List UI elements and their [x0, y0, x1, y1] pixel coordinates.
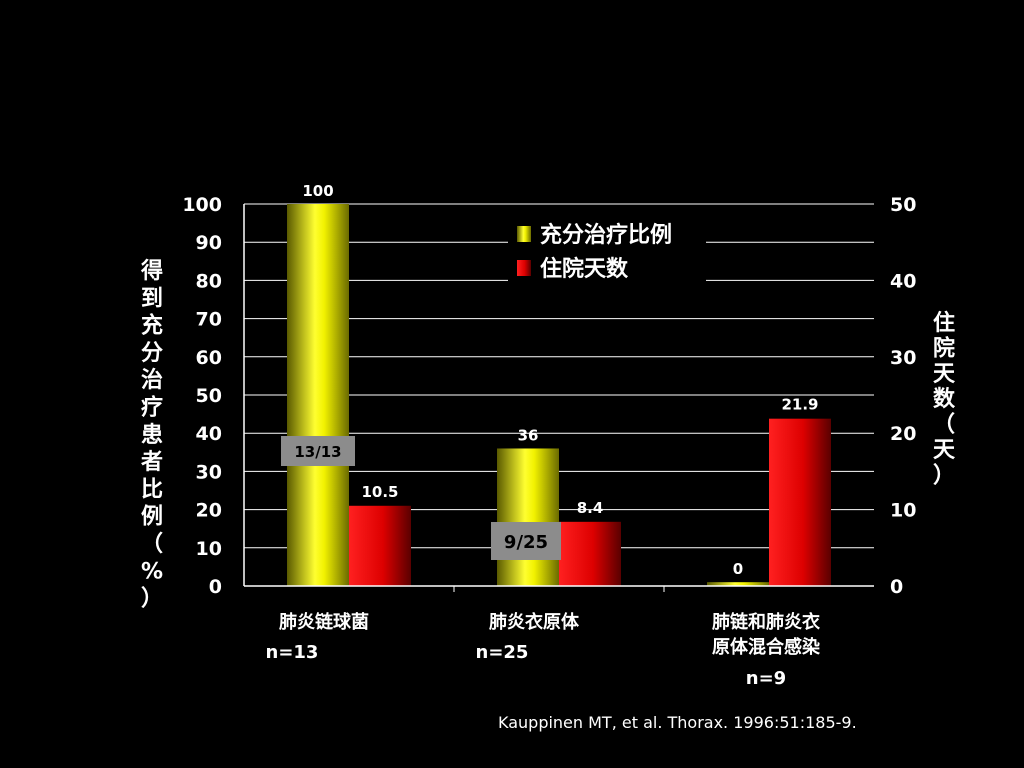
bar-hospital-days [769, 418, 831, 586]
y-right-tick-label: 10 [890, 500, 916, 522]
y-left-axis-title-char: ） [141, 587, 163, 612]
y-right-axis-title-char: 住 [933, 310, 955, 336]
legend-label: 住院天数 [540, 256, 629, 282]
y-left-tick-label: 10 [196, 538, 222, 560]
y-left-tick-label: 30 [196, 461, 222, 483]
y-right-tick-label: 20 [890, 423, 916, 445]
fraction-label: 13/13 [294, 443, 341, 461]
y-left-axis-title-char: % [141, 559, 163, 584]
y-left-tick-label: 60 [196, 347, 222, 369]
bar-adequate-treatment [497, 448, 559, 586]
y-left-axis-title-char: 患 [141, 422, 163, 448]
y-left-axis-title-char: （ [141, 532, 163, 557]
legend-label: 充分治疗比例 [540, 222, 672, 248]
y-left-tick-label: 0 [209, 576, 222, 598]
fraction-box [281, 436, 355, 466]
y-left-axis-title-char: 充 [141, 313, 163, 339]
data-label: 21.9 [781, 396, 818, 414]
y-right-axis-title-char: ） [933, 463, 955, 488]
y-left-axis-title-char: 分 [141, 341, 163, 366]
y-left-tick-label: 90 [196, 232, 222, 254]
y-left-axis-title-char: 治 [141, 367, 163, 393]
y-left-tick-label: 80 [196, 270, 222, 292]
legend-box [508, 217, 706, 283]
x-category-n-label: n=9 [746, 668, 786, 689]
y-left-tick-label: 20 [196, 500, 222, 522]
data-label: 8.4 [577, 499, 604, 517]
legend-swatch-adequate-treatment [517, 226, 531, 242]
y-right-tick-label: 30 [890, 347, 916, 369]
bar-adequate-treatment [287, 204, 349, 586]
y-left-tick-label: 100 [182, 194, 222, 216]
y-left-tick-label: 40 [196, 423, 222, 445]
y-right-axis-title-char: 天 [933, 438, 956, 463]
axes: 0 10 20 30 40 50 60 70 80 90 100 0 10 20 30 40 50 肺炎链球菌 n=… [140, 194, 956, 689]
data-label: 0 [733, 560, 743, 578]
data-labels: 100 10.5 13/13 36 8.4 9/25 0 21.9 [281, 182, 819, 578]
y-right-axis-title-char: 天 [933, 362, 956, 387]
y-left-axis-title-char: 到 [141, 286, 163, 311]
x-category-label: 肺炎衣原体 [489, 611, 580, 633]
x-category-label: 原体混合感染 [712, 636, 821, 658]
bar-hospital-days [559, 521, 621, 586]
y-right-axis-title-char: 院 [933, 335, 955, 361]
x-category-n-label: n=25 [476, 642, 529, 663]
x-category-label: 肺炎链球菌 [279, 611, 369, 633]
bars [287, 204, 831, 586]
y-left-axis-title-char: 得 [140, 258, 163, 284]
bar-adequate-treatment [707, 582, 769, 586]
data-label: 36 [518, 426, 539, 444]
y-right-axis-title-char: 数 [933, 386, 956, 412]
y-right-tick-label: 50 [890, 194, 916, 216]
y-right-axis-title-char: （ [933, 413, 955, 438]
x-category-n-label: n=13 [266, 642, 319, 663]
x-category-label: 肺链和肺炎衣 [712, 611, 820, 633]
y-right-tick-label: 40 [890, 270, 916, 292]
data-label: 100 [302, 182, 333, 200]
y-left-tick-label: 50 [196, 385, 222, 407]
y-left-axis-title-char: 者 [140, 450, 163, 475]
legend-swatch-hospital-days [517, 260, 531, 276]
y-right-axis-title: 住院天数（天） [933, 310, 956, 488]
y-right-tick-label: 0 [890, 576, 903, 598]
y-left-axis-title-char: 例 [141, 505, 163, 530]
citation: Kauppinen MT, et al. Thorax. 1996:51:185… [498, 713, 857, 732]
y-left-axis-title-char: 比 [141, 477, 163, 502]
y-left-axis-title-char: 疗 [141, 395, 163, 421]
bar-hospital-days [349, 505, 411, 586]
data-label: 10.5 [361, 483, 398, 501]
y-left-tick-label: 70 [196, 309, 222, 331]
fraction-box [491, 522, 561, 560]
fraction-label: 9/25 [504, 532, 548, 553]
